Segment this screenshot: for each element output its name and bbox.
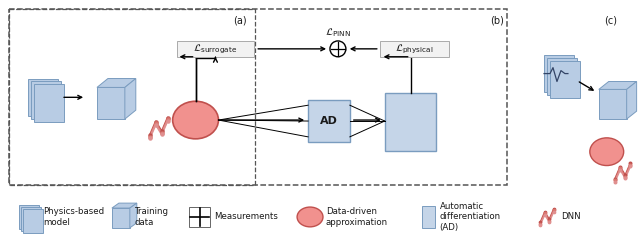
Text: $\mathcal{L}_\mathrm{surrogate}$: $\mathcal{L}_\mathrm{surrogate}$ [193,42,237,56]
Text: DNN: DNN [561,212,580,221]
Circle shape [330,41,346,57]
Polygon shape [112,208,130,228]
Polygon shape [112,203,137,208]
Text: $\mathcal{L}_\mathrm{PINN}$: $\mathcal{L}_\mathrm{PINN}$ [325,26,351,39]
FancyBboxPatch shape [177,41,254,57]
Text: AD: AD [320,116,338,126]
Bar [23,209,44,233]
Text: (a): (a) [233,15,246,25]
Bar [35,84,64,122]
Bar [21,207,41,231]
Text: Measurements: Measurements [214,212,278,221]
Text: Training
data: Training data [135,207,169,227]
Polygon shape [130,203,137,228]
Bar [308,100,350,142]
Bar [422,206,435,228]
Polygon shape [599,81,637,89]
Text: Physics-based
model: Physics-based model [44,207,104,227]
Text: (b): (b) [490,15,504,25]
Polygon shape [627,81,637,119]
Bar [28,78,58,116]
Ellipse shape [173,101,218,139]
Bar [547,58,577,95]
Bar [31,81,61,119]
Bar [19,205,39,229]
Polygon shape [125,78,136,119]
FancyBboxPatch shape [380,41,449,57]
Ellipse shape [297,207,323,227]
Polygon shape [97,87,125,119]
Bar [385,93,436,151]
Text: (c): (c) [604,15,617,25]
Bar [10,9,255,185]
Text: $\mathcal{L}_\mathrm{physical}$: $\mathcal{L}_\mathrm{physical}$ [396,42,434,56]
Text: Data-driven
approximation: Data-driven approximation [326,207,388,227]
Ellipse shape [590,138,623,166]
Polygon shape [97,78,136,87]
Text: Automatic
differentiation
(AD): Automatic differentiation (AD) [440,202,500,232]
Bar [544,55,574,92]
Bar [10,9,507,185]
Bar [189,207,211,227]
Polygon shape [599,89,627,119]
Bar [550,61,580,98]
